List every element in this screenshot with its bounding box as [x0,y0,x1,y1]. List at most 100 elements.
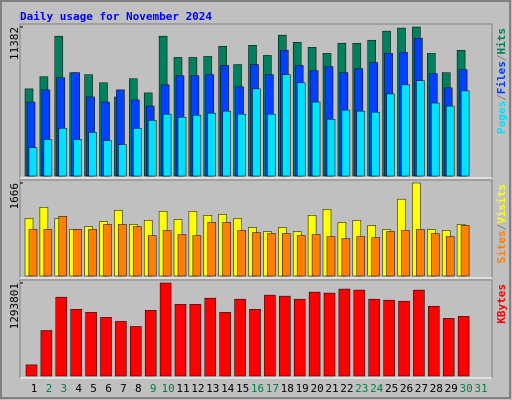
bar [386,93,395,177]
legend: KBytes [495,284,508,324]
bar [341,109,351,177]
bar [159,282,172,377]
bar [130,326,142,377]
x-tick-label: 28 [430,382,443,395]
bar [371,111,380,177]
bar [73,139,82,177]
legend-entry: Hits [495,28,508,55]
bar [282,233,291,277]
bar [457,316,470,377]
x-tick-label: 21 [325,382,338,395]
bar [162,230,172,277]
bar [296,82,306,177]
bar [371,237,380,277]
bar [162,113,172,177]
y-tick-label: 1293801 [8,283,21,329]
bar [353,289,366,377]
bar [100,317,112,377]
bar [368,298,380,377]
x-tick-label: 5 [90,382,97,395]
bar [308,291,321,377]
bar [416,80,425,177]
bar [28,229,38,277]
bar [279,295,291,377]
legend-separator: / [495,54,508,61]
chart-title: Daily usage for November 2024 [20,10,212,23]
bar [43,229,53,277]
y-tick-label: 1666 [8,183,21,210]
bar [192,114,202,177]
bar [70,309,82,377]
bar [442,318,455,377]
bar [174,303,187,377]
x-tick-label: 31 [474,382,487,395]
bar [460,225,470,277]
bar [234,298,246,377]
bar [416,229,425,277]
bar [133,226,142,277]
legend-separator: / [495,94,508,101]
bar [147,235,157,277]
bar [311,234,321,277]
legend: Pages/Files/Hits [495,28,508,134]
x-tick-label: 3 [60,382,67,395]
bar [249,309,261,377]
x-tick-label: 2 [46,382,53,395]
x-tick-label: 22 [340,382,353,395]
bar [383,299,395,377]
bar [207,112,217,177]
bar [222,222,231,277]
bar [323,292,336,377]
bar [356,110,366,177]
bar [296,235,306,277]
bar [219,312,231,377]
x-tick-label: 7 [120,382,127,395]
bar [144,310,157,377]
bar [28,147,38,177]
bar [445,236,455,277]
bar [118,224,127,277]
legend-separator: / [495,223,508,230]
bar [398,300,410,377]
bar [311,101,321,177]
bar [267,113,276,177]
bar [103,140,112,177]
x-tick-label: 25 [385,382,398,395]
bar [338,288,351,377]
bar [177,116,187,177]
bar [431,102,440,177]
bar [428,306,440,377]
bar [445,105,455,177]
bar [326,119,336,177]
bar [222,110,231,177]
x-tick-label: 12 [191,382,204,395]
bar [177,234,187,277]
x-tick-label: 16 [251,382,264,395]
bar [267,233,276,277]
bar [431,233,440,277]
x-tick-label: 11 [176,382,189,395]
bar [25,364,38,377]
legend-entry: KBytes [495,284,508,324]
legend: Sites/Visits [495,184,508,264]
bar [264,294,276,377]
bar [88,132,97,177]
x-tick-label: 10 [161,382,174,395]
bar [147,120,157,177]
x-tick-label: 9 [150,382,157,395]
x-tick-label: 18 [281,382,294,395]
bar [118,144,127,177]
x-tick-label: 24 [370,382,384,395]
bar [204,297,217,377]
bar [189,303,202,377]
x-tick-label: 6 [105,382,112,395]
bar [115,321,127,377]
bar [237,230,246,277]
x-tick-label: 4 [75,382,82,395]
bar [401,230,410,277]
bar [88,229,97,277]
legend-entry: Files [495,61,508,94]
bar [341,238,351,277]
legend-entry: Sites [495,230,508,263]
